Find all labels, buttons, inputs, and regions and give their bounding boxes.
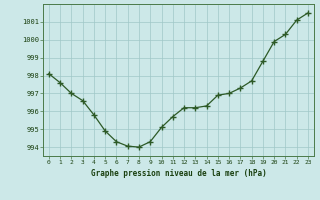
X-axis label: Graphe pression niveau de la mer (hPa): Graphe pression niveau de la mer (hPa) [91,169,266,178]
